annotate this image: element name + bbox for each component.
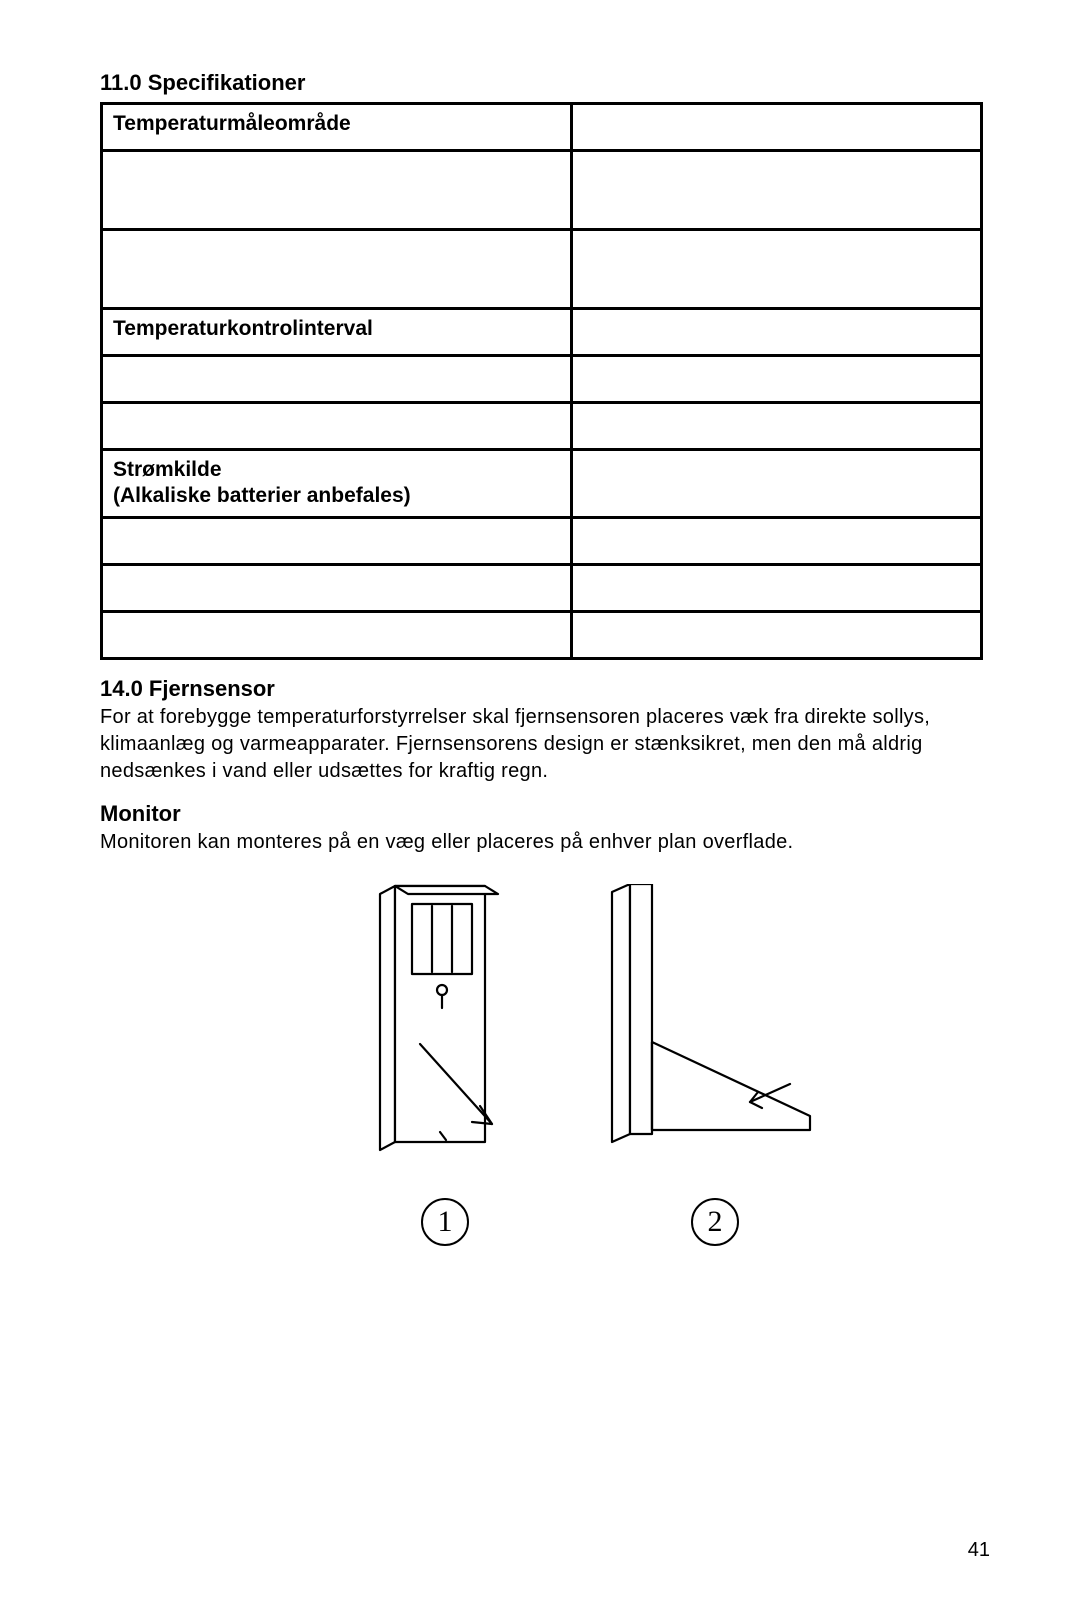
spec-label xyxy=(102,356,572,403)
figure-caption-2: 2 xyxy=(691,1198,739,1246)
table-row xyxy=(102,403,982,450)
table-row xyxy=(102,564,982,611)
spec-label: Temperaturmåleområde xyxy=(102,104,572,151)
spec-table: Temperaturmåleområde Temperaturkontrolin… xyxy=(100,102,983,660)
spec-label xyxy=(102,230,572,309)
spec-value xyxy=(572,151,982,230)
figure-caption-1: 1 xyxy=(421,1198,469,1246)
spec-label xyxy=(102,611,572,658)
spec-value xyxy=(572,450,982,518)
spec-value xyxy=(572,564,982,611)
section-remote-sensor: 14.0 Fjernsensor For at forebygge temper… xyxy=(100,676,980,785)
spec-label xyxy=(102,403,572,450)
figure-table-stand: 2 xyxy=(600,884,830,1246)
spec-value xyxy=(572,356,982,403)
page-number: 41 xyxy=(968,1539,990,1562)
figure-wall-mount: 1 xyxy=(360,884,530,1246)
section-monitor: Monitor Monitoren kan monteres på en væg… xyxy=(100,801,980,856)
spec-value xyxy=(572,611,982,658)
manual-page: 11.0 Specifikationer Temperaturmåleområd… xyxy=(0,0,1080,1620)
table-row: Temperaturkontrolinterval xyxy=(102,309,982,356)
spec-label xyxy=(102,517,572,564)
paragraph-monitor: Monitoren kan monteres på en væg eller p… xyxy=(100,829,980,856)
table-row xyxy=(102,611,982,658)
mounting-figures: 1 2 xyxy=(100,884,1000,1284)
section-heading-spec: 11.0 Specifikationer xyxy=(100,70,1000,96)
spec-label xyxy=(102,151,572,230)
table-row: Strømkilde (Alkaliske batterier anbefale… xyxy=(102,450,982,518)
spec-label xyxy=(102,564,572,611)
spec-value xyxy=(572,104,982,151)
table-row xyxy=(102,517,982,564)
section-heading-monitor: Monitor xyxy=(100,801,980,827)
spec-label: Temperaturkontrolinterval xyxy=(102,309,572,356)
spec-value xyxy=(572,230,982,309)
spec-table-body: Temperaturmåleområde Temperaturkontrolin… xyxy=(102,104,982,659)
section-heading-remote: 14.0 Fjernsensor xyxy=(100,676,980,702)
table-row xyxy=(102,230,982,309)
spec-value xyxy=(572,403,982,450)
spec-value xyxy=(572,309,982,356)
table-stand-illustration xyxy=(600,884,830,1184)
table-row: Temperaturmåleområde xyxy=(102,104,982,151)
paragraph-remote: For at forebygge temperaturforstyrrelser… xyxy=(100,704,980,785)
spec-label: Strømkilde (Alkaliske batterier anbefale… xyxy=(102,450,572,518)
wall-mount-illustration xyxy=(360,884,530,1184)
table-row xyxy=(102,356,982,403)
spec-value xyxy=(572,517,982,564)
table-row xyxy=(102,151,982,230)
